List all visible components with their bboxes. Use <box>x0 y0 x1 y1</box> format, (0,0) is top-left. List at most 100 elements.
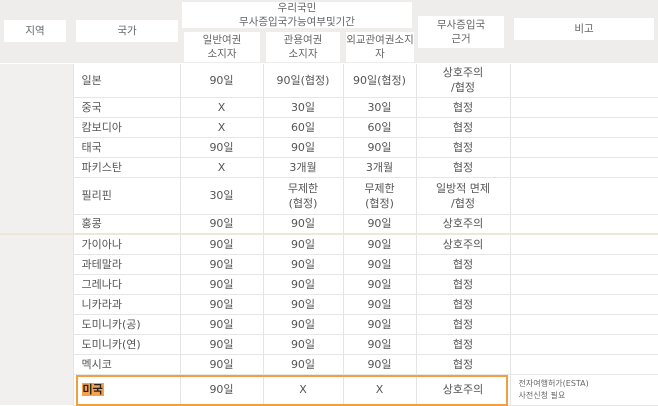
country-value: 도미니카(연) <box>81 337 141 351</box>
table-row: 도미니카(공) 90일 90일 90일 협정 <box>0 314 658 335</box>
basis-cell: 협정 <box>415 314 510 335</box>
diplomatic-cell: 90일 <box>342 254 416 275</box>
visa-table: 일본 90일 90일(협정) 90일(협정) 상호주의 /협정 중국 X 30일 30일 협정 캄보… <box>0 64 658 406</box>
notes-cell <box>509 214 658 235</box>
region-cell <box>0 117 73 137</box>
header-visa-free-group: 우리국민 무사증입국가능여부및기간 <box>182 2 412 28</box>
diplomatic-value: 90일 <box>367 357 392 371</box>
notes-cell <box>509 117 658 138</box>
basis-value: 상호주의 <box>442 383 484 396</box>
notes-cell <box>509 354 658 375</box>
basis-cell: 상호주의 <box>415 214 510 235</box>
basis-value: 협정 <box>452 100 474 114</box>
table-row: 중국 X 30일 30일 협정 <box>0 97 658 118</box>
table-row: 캄보디아 X 60일 60일 협정 <box>0 117 658 138</box>
basis-value: 협정 <box>452 357 474 371</box>
diplomatic-value: 90일 <box>367 297 392 311</box>
diplomatic-cell: 90일 <box>342 354 416 375</box>
basis-value: 협정 <box>452 257 474 271</box>
official-cell: 90일 <box>262 254 343 275</box>
notes-cell <box>509 294 658 315</box>
table-row: 도미니카(연) 90일 90일 90일 협정 <box>0 334 658 355</box>
country-value: 태국 <box>81 140 102 154</box>
diplomatic-value: 90일(협정) <box>353 73 406 87</box>
country-value: 일본 <box>81 73 102 87</box>
header-country: 국가 <box>76 20 178 42</box>
basis-value: 협정 <box>452 317 474 331</box>
general-value: X <box>217 160 226 174</box>
basis-value: 상호주의 <box>442 217 484 231</box>
general-cell: 90일 <box>179 233 263 255</box>
general-value: X <box>217 100 226 114</box>
region-cell <box>0 374 73 405</box>
header-notes: 비고 <box>514 18 654 40</box>
general-cell: 30일 <box>179 177 263 215</box>
country-cell: 홍콩 <box>72 214 180 235</box>
header-official-passport: 관용여권 소지자 <box>266 32 340 62</box>
country-value: 캄보디아 <box>81 120 122 134</box>
official-value: 90일 <box>290 317 316 331</box>
general-cell: X <box>179 157 263 178</box>
country-cell: 파키스탄 <box>72 157 180 178</box>
diplomatic-value: 30일 <box>367 100 392 114</box>
official-cell: 90일(협정) <box>262 64 343 98</box>
table-row: 태국 90일 90일 90일 협정 <box>0 137 658 158</box>
official-value: 90일 <box>290 237 316 251</box>
country-value: 그레나다 <box>81 277 122 291</box>
region-cell <box>0 354 73 374</box>
basis-cell: 협정 <box>415 117 510 138</box>
table-row: 미국 90일 X X 상호주의 전자여행허가(ESTA) 사전신청 필요 <box>0 374 658 406</box>
country-cell: 일본 <box>72 64 180 98</box>
table-row: 필리핀 30일 무제한 (협정) 무제한 (협정) 일방적 면제 /협정 <box>0 177 658 215</box>
country-cell: 캄보디아 <box>72 117 180 138</box>
diplomatic-cell: 무제한 (협정) <box>342 177 416 215</box>
official-cell: 90일 <box>262 137 343 158</box>
region-cell <box>0 64 73 97</box>
official-value: 90일 <box>290 357 316 371</box>
notes-cell <box>509 97 658 118</box>
region-cell <box>0 334 73 354</box>
general-value: 90일 <box>209 257 234 271</box>
general-value: 90일 <box>209 357 234 371</box>
general-value: X <box>217 120 226 134</box>
diplomatic-value: 90일 <box>367 277 392 291</box>
basis-cell: 협정 <box>415 137 510 158</box>
basis-cell: 협정 <box>415 334 510 355</box>
basis-cell: 협정 <box>415 254 510 275</box>
basis-value: 일방적 면제 /협정 <box>435 181 491 210</box>
header-region: 지역 <box>4 20 66 42</box>
notes-cell <box>509 64 658 98</box>
general-value: 30일 <box>209 189 234 202</box>
country-cell: 도미니카(연) <box>72 334 180 355</box>
basis-cell: 일방적 면제 /협정 <box>415 177 510 215</box>
country-cell: 도미니카(공) <box>72 314 180 335</box>
header-diplomatic-passport: 외교관여권소지 자 <box>346 32 414 62</box>
country-value: 도미니카(공) <box>81 317 141 331</box>
country-cell: 필리핀 <box>72 177 180 215</box>
diplomatic-cell: 30일 <box>342 97 416 118</box>
official-value: 무제한 (협정) <box>287 181 319 210</box>
basis-cell: 협정 <box>415 157 510 178</box>
country-cell: 그레나다 <box>72 274 180 295</box>
country-cell: 과테말라 <box>72 254 180 275</box>
general-cell: 90일 <box>179 294 263 315</box>
basis-value: 상호주의 /협정 <box>442 66 484 95</box>
table-row: 과테말라 90일 90일 90일 협정 <box>0 254 658 275</box>
notes-value: 전자여행허가(ESTA) 사전신청 필요 <box>518 378 589 400</box>
official-value: 90일 <box>290 297 316 311</box>
diplomatic-cell: 60일 <box>342 117 416 138</box>
table-row: 가이아나 90일 90일 90일 상호주의 <box>0 233 658 255</box>
general-cell: 90일 <box>179 354 263 375</box>
official-value: 30일 <box>290 100 316 114</box>
official-value: 90일 <box>290 277 316 291</box>
official-cell: 90일 <box>262 274 343 295</box>
country-value: 가이아나 <box>81 237 122 251</box>
country-value: 파키스탄 <box>81 160 122 174</box>
diplomatic-cell: 90일(협정) <box>342 64 416 98</box>
official-value: 90일(협정) <box>276 73 330 87</box>
diplomatic-cell: X <box>342 374 416 406</box>
basis-cell: 협정 <box>415 274 510 295</box>
region-cell <box>0 157 73 177</box>
diplomatic-cell: 90일 <box>342 137 416 158</box>
official-value: X <box>299 383 307 396</box>
